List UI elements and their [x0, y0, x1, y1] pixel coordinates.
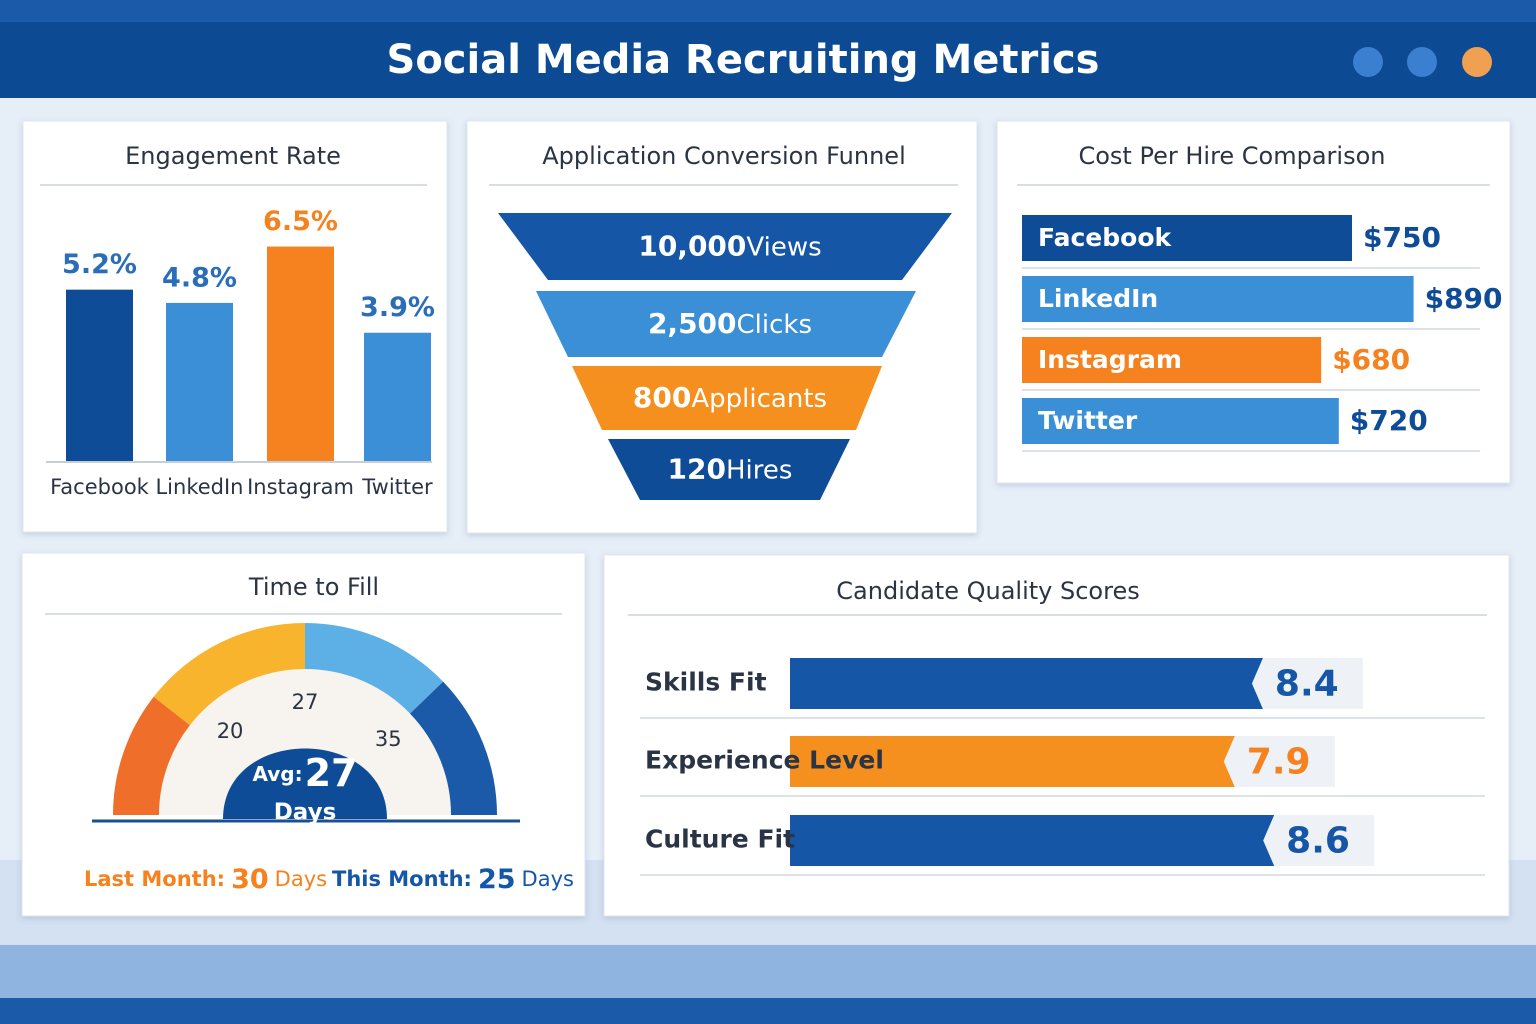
comparison-value: 25 — [478, 864, 516, 895]
comparison-unit: Days — [522, 867, 574, 891]
value-label: 4.8% — [162, 262, 237, 293]
window-dot[interactable] — [1353, 47, 1383, 77]
footer-band — [0, 998, 1536, 1024]
stage-label: 2,500Clicks — [648, 307, 812, 340]
bar — [1022, 276, 1414, 322]
window-dot[interactable] — [1407, 47, 1437, 77]
bar-category: Twitter — [1038, 406, 1138, 435]
stage-value: 10,000 — [638, 230, 746, 263]
bar — [1022, 337, 1322, 383]
gauge-hub — [223, 748, 387, 819]
gauge-tick-label: 35 — [375, 727, 402, 751]
stage-name: Views — [746, 232, 821, 262]
bar — [267, 246, 334, 462]
panel-title: Engagement Rate — [125, 142, 341, 170]
panel-title: Application Conversion Funnel — [542, 142, 905, 170]
gauge-tick-label: 20 — [217, 719, 244, 743]
funnel-stage — [608, 439, 850, 500]
stage-name: Applicants — [691, 384, 827, 414]
bar — [166, 302, 233, 462]
stage-value: 800 — [633, 381, 691, 414]
gauge-segment — [305, 623, 444, 714]
y-tick-label: Culture Fit — [645, 825, 795, 854]
gauge-value: Avg:27 — [252, 751, 357, 795]
value-label: 5.2% — [62, 249, 137, 280]
gauge-face — [159, 669, 451, 815]
x-tick-label: Twitter — [361, 475, 433, 499]
comparison-value: 30 — [231, 864, 269, 895]
gauge-prefix: Avg: — [252, 762, 302, 786]
x-tick-label: LinkedIn — [155, 475, 243, 499]
stage-value: 2,500 — [648, 307, 737, 340]
stage-label: 120Hires — [668, 453, 793, 486]
bar-category: Instagram — [1038, 345, 1182, 374]
x-tick-label: Instagram — [247, 475, 354, 499]
stage-name: Clicks — [737, 310, 813, 340]
bar — [66, 289, 133, 462]
value-label: 8.6 — [1286, 821, 1350, 862]
gauge-segment — [153, 623, 305, 726]
comparison-label: Last Month: — [84, 867, 225, 891]
x-tick-label: Facebook — [50, 475, 150, 499]
comparison: Last Month: 30 Days — [84, 864, 327, 895]
gauge-tick-label: 27 — [292, 690, 319, 714]
panel-title: Candidate Quality Scores — [836, 577, 1139, 605]
header — [0, 22, 1536, 98]
bar — [1022, 398, 1339, 444]
comparison: This Month: 25 Days — [332, 864, 574, 895]
y-tick-label: Experience Level — [645, 746, 884, 775]
bar-category: LinkedIn — [1038, 284, 1158, 313]
funnel-stage — [572, 366, 882, 430]
bar — [790, 736, 1235, 787]
bar — [790, 658, 1263, 709]
window-dot[interactable] — [1462, 47, 1492, 77]
panel-title: Time to Fill — [248, 573, 379, 601]
value-label: $750 — [1363, 221, 1441, 254]
funnel-stage — [498, 213, 952, 280]
stage-name: Hires — [726, 455, 792, 485]
y-tick-label: Skills Fit — [645, 668, 767, 697]
stage-label: 800Applicants — [633, 381, 827, 414]
gauge-segment — [410, 681, 497, 815]
bar — [790, 815, 1275, 866]
panel-title: Cost Per Hire Comparison — [1078, 142, 1385, 170]
value-label: $720 — [1350, 404, 1428, 437]
stage-value: 120 — [668, 453, 726, 486]
comparison-label: This Month: — [332, 867, 472, 891]
value-label: 8.4 — [1275, 664, 1339, 705]
funnel-stage — [536, 291, 916, 357]
value-label: $680 — [1332, 343, 1410, 376]
footer-band — [0, 945, 1536, 1000]
value-label: $890 — [1425, 282, 1503, 315]
value-label: 7.9 — [1247, 742, 1311, 783]
bar — [364, 332, 431, 462]
value-label: 6.5% — [263, 206, 338, 237]
gauge-unit: Days — [274, 800, 337, 826]
gauge-segment — [113, 696, 190, 815]
stage-label: 10,000Views — [638, 230, 821, 263]
bar-category: Facebook — [1038, 223, 1173, 252]
header-stripe — [0, 0, 1536, 22]
comparison-unit: Days — [275, 867, 327, 891]
page-title: Social Media Recruiting Metrics — [387, 37, 1100, 83]
bar — [1022, 215, 1352, 261]
gauge-number: 27 — [305, 751, 358, 795]
value-label: 3.9% — [360, 292, 435, 323]
